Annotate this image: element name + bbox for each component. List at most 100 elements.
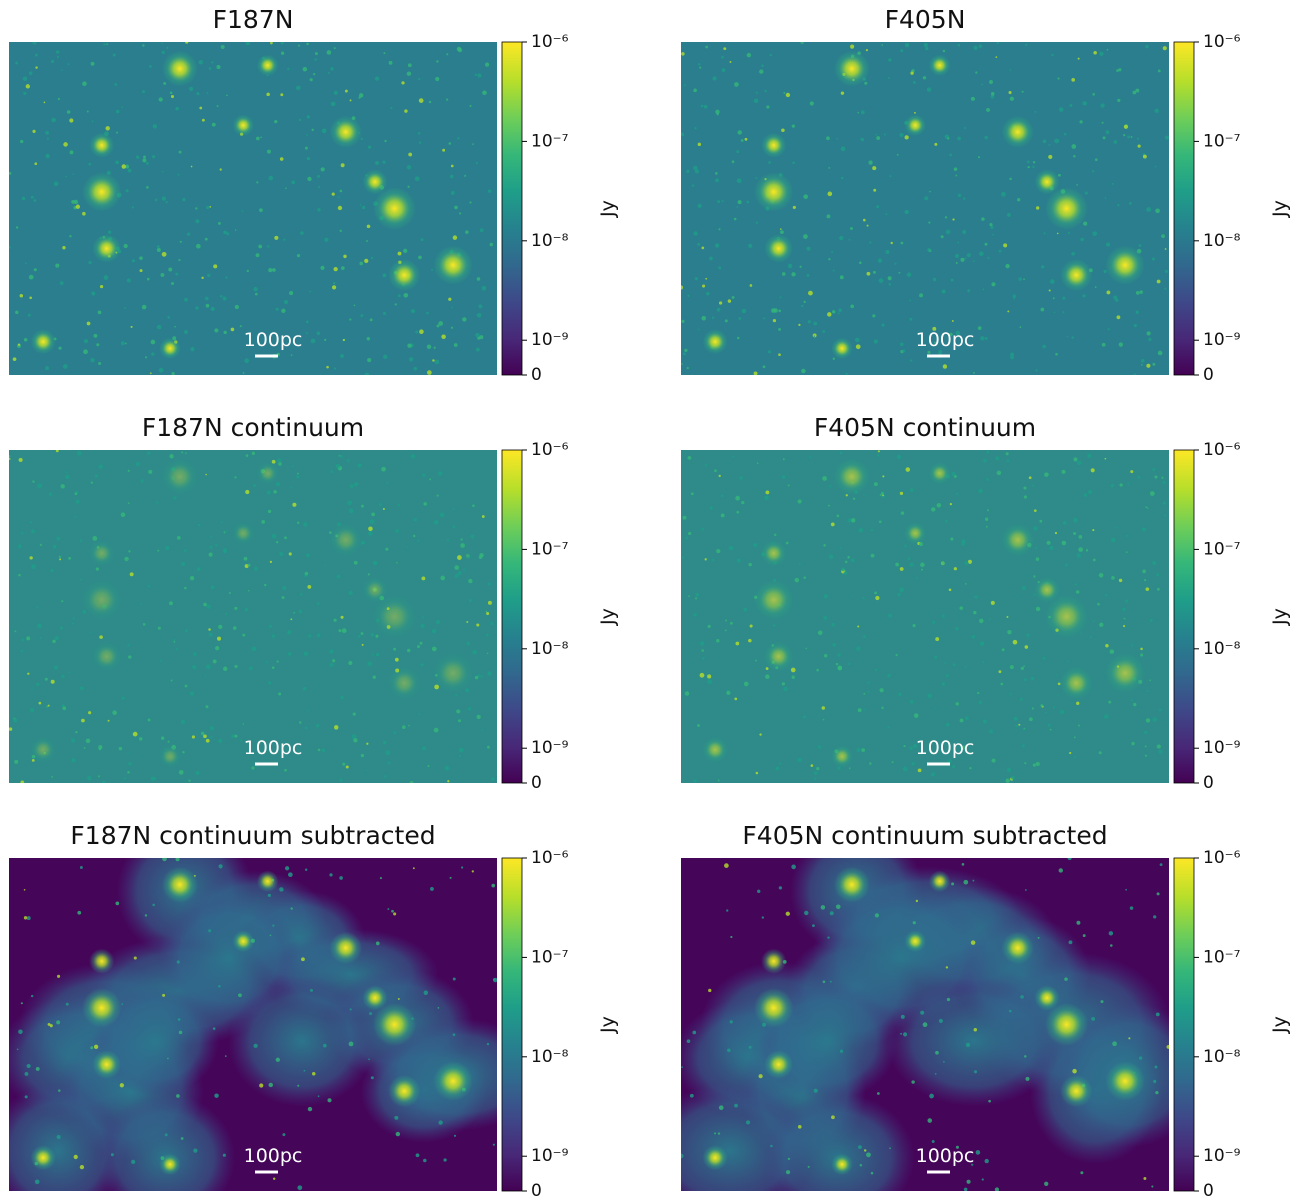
star: [1048, 144, 1050, 146]
star: [963, 880, 968, 885]
star: [741, 139, 744, 142]
star: [300, 593, 303, 596]
star: [1151, 1185, 1153, 1187]
star: [831, 1115, 835, 1119]
star: [681, 363, 683, 365]
image-panel: 100pc: [679, 40, 1169, 376]
bright-region: [232, 522, 254, 544]
star: [1156, 573, 1159, 576]
star: [1092, 529, 1094, 531]
colorbar-tick-label: 10⁻⁷: [531, 131, 569, 151]
star: [730, 1020, 733, 1023]
star: [59, 556, 61, 558]
star: [895, 654, 897, 656]
bright-region: [831, 338, 853, 360]
star: [165, 1133, 168, 1136]
bright-region: [1105, 245, 1145, 285]
star: [213, 264, 217, 268]
star: [702, 284, 705, 287]
star: [849, 239, 851, 241]
star: [115, 160, 119, 164]
star: [1162, 481, 1165, 484]
star: [803, 194, 808, 199]
star: [210, 546, 213, 549]
star: [1007, 630, 1011, 634]
star: [413, 867, 415, 869]
star: [461, 866, 463, 868]
star: [341, 266, 345, 270]
star: [139, 256, 143, 260]
star: [167, 316, 170, 319]
star: [24, 916, 27, 919]
star: [949, 154, 952, 157]
bright-region: [1002, 524, 1034, 556]
star: [687, 1039, 691, 1043]
star: [755, 177, 757, 179]
star: [121, 341, 125, 345]
star: [280, 157, 284, 161]
star: [773, 319, 776, 322]
star: [736, 150, 739, 153]
star: [454, 343, 458, 347]
star: [121, 1003, 123, 1005]
bright-region: [89, 949, 114, 974]
star: [307, 585, 311, 589]
star: [252, 452, 255, 455]
star: [349, 508, 354, 513]
scale-bar-label: 100pc: [244, 737, 303, 759]
star: [1104, 714, 1109, 719]
star: [957, 242, 959, 244]
star: [177, 174, 179, 176]
star: [25, 262, 27, 264]
star: [1102, 343, 1106, 347]
star: [1073, 518, 1078, 523]
star: [215, 544, 217, 546]
star: [1148, 338, 1151, 341]
star: [9, 246, 11, 248]
star: [98, 362, 101, 365]
star: [192, 665, 196, 669]
star: [192, 735, 195, 738]
star: [1134, 324, 1137, 327]
star: [1100, 103, 1104, 107]
star: [1164, 514, 1166, 516]
star: [68, 63, 70, 65]
star: [687, 295, 689, 297]
star: [73, 617, 75, 619]
star: [74, 1155, 78, 1159]
star: [45, 154, 49, 158]
star: [225, 613, 227, 615]
star: [1152, 257, 1155, 260]
star: [1134, 373, 1137, 376]
colorbar-tick-label: 0: [531, 773, 542, 793]
star: [783, 687, 788, 692]
image: [8, 449, 497, 784]
star: [916, 577, 918, 579]
image-background: [9, 42, 497, 375]
bright-region: [703, 1145, 728, 1170]
star: [695, 169, 699, 173]
star: [909, 318, 912, 321]
star: [876, 205, 879, 208]
star: [128, 762, 132, 766]
star: [1146, 331, 1150, 335]
star: [267, 245, 269, 247]
star: [90, 1046, 93, 1049]
star: [986, 478, 989, 481]
star: [1099, 573, 1104, 578]
star: [151, 352, 154, 355]
star: [1048, 724, 1051, 727]
star: [778, 353, 781, 356]
star: [410, 781, 414, 785]
star: [1034, 509, 1037, 512]
star: [493, 978, 497, 982]
bright-region: [831, 746, 853, 768]
star: [307, 709, 309, 711]
star: [213, 659, 217, 663]
star: [106, 43, 108, 45]
star: [468, 579, 472, 583]
star: [317, 175, 320, 178]
star: [419, 329, 424, 334]
star: [838, 308, 842, 312]
star: [151, 340, 156, 345]
